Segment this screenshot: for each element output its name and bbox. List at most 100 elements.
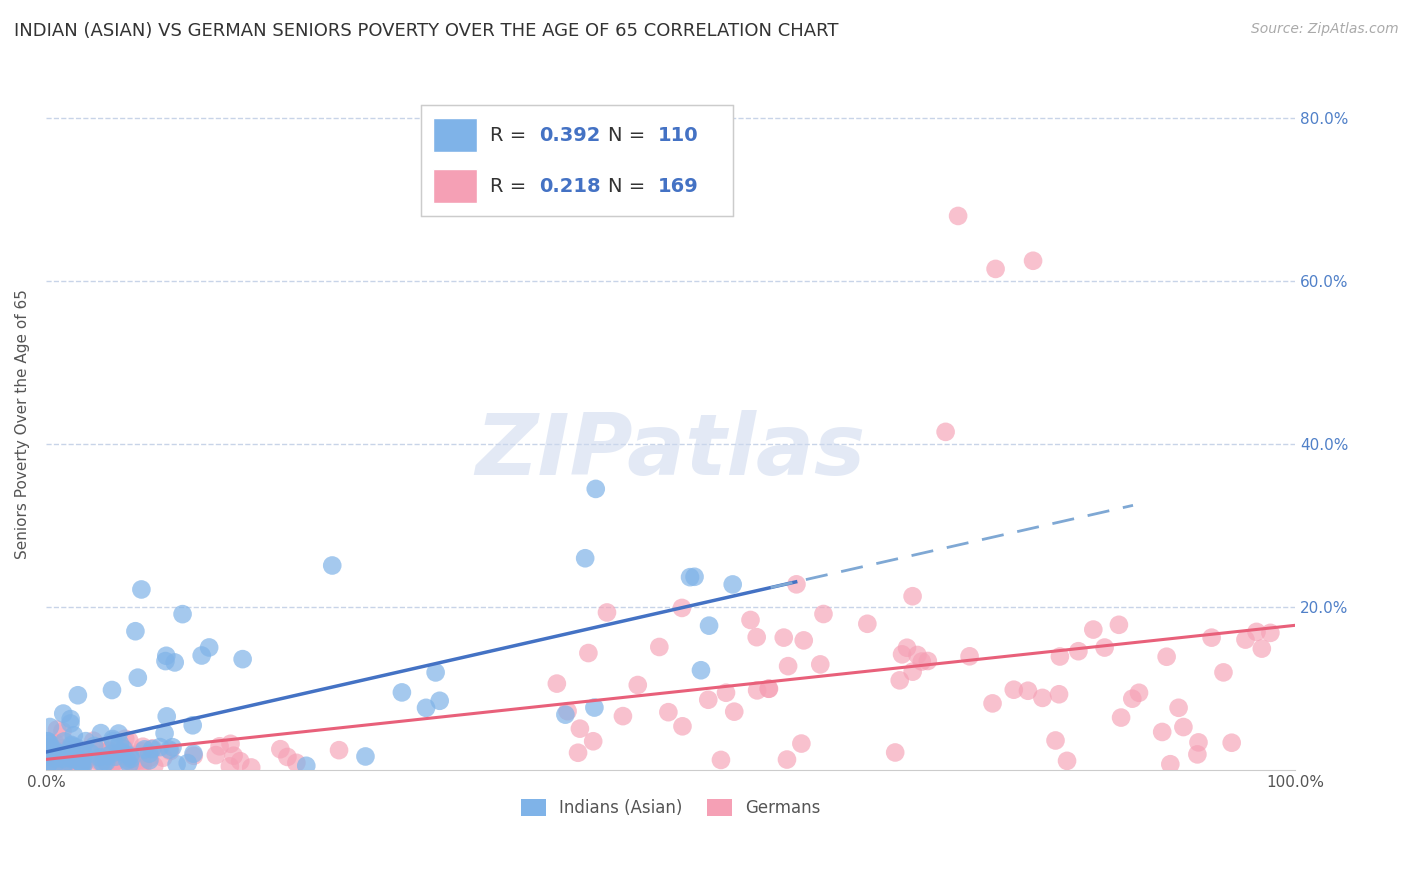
Point bbox=[1067, 644, 1090, 658]
Point bbox=[60, 738, 83, 752]
Point bbox=[112, 741, 135, 756]
Point bbox=[55, 760, 77, 774]
Point bbox=[98, 753, 121, 767]
Point bbox=[128, 761, 150, 775]
Point bbox=[959, 649, 981, 664]
Point bbox=[52, 754, 75, 768]
Point bbox=[44, 743, 66, 757]
Point bbox=[778, 659, 800, 673]
Point bbox=[82, 733, 104, 747]
Point bbox=[96, 755, 118, 769]
Text: Source: ZipAtlas.com: Source: ZipAtlas.com bbox=[1251, 22, 1399, 37]
Point bbox=[813, 607, 835, 621]
Point bbox=[39, 739, 62, 754]
Point bbox=[38, 736, 60, 750]
Point bbox=[758, 681, 780, 696]
Point bbox=[35, 755, 58, 769]
Point bbox=[128, 753, 150, 767]
Point bbox=[60, 754, 83, 768]
Point bbox=[110, 745, 132, 759]
Point bbox=[51, 748, 73, 763]
Point bbox=[77, 746, 100, 760]
Point bbox=[75, 755, 97, 769]
Point bbox=[44, 752, 66, 766]
Text: ZIPatlas: ZIPatlas bbox=[475, 410, 866, 493]
Point bbox=[657, 705, 679, 719]
Point bbox=[37, 734, 59, 748]
Point bbox=[124, 624, 146, 639]
Point bbox=[38, 749, 60, 764]
Point bbox=[901, 589, 924, 603]
Point bbox=[56, 760, 79, 774]
Point bbox=[740, 613, 762, 627]
Point bbox=[96, 744, 118, 758]
Point bbox=[72, 749, 94, 764]
Point bbox=[46, 723, 69, 737]
Point bbox=[72, 758, 94, 772]
Point bbox=[51, 724, 73, 739]
Point bbox=[205, 748, 228, 763]
Point bbox=[162, 740, 184, 755]
Point bbox=[269, 742, 291, 756]
Point bbox=[198, 640, 221, 655]
Point bbox=[567, 746, 589, 760]
Point bbox=[139, 750, 162, 764]
Point bbox=[157, 742, 180, 756]
Point bbox=[679, 570, 702, 584]
Point bbox=[568, 722, 591, 736]
Point bbox=[59, 712, 82, 726]
Point bbox=[1109, 710, 1132, 724]
Point bbox=[69, 743, 91, 757]
Point bbox=[946, 209, 969, 223]
Point bbox=[1260, 625, 1282, 640]
Point bbox=[101, 683, 124, 698]
Point bbox=[51, 752, 73, 766]
Point bbox=[48, 758, 70, 772]
Point bbox=[156, 709, 179, 723]
Point bbox=[44, 758, 66, 772]
Point bbox=[108, 739, 131, 753]
Point bbox=[546, 676, 568, 690]
Point bbox=[391, 685, 413, 699]
Point bbox=[1056, 754, 1078, 768]
Point bbox=[101, 756, 124, 771]
Point bbox=[129, 747, 152, 762]
Point bbox=[1047, 687, 1070, 701]
Point bbox=[70, 745, 93, 759]
Point bbox=[52, 758, 75, 772]
Point bbox=[758, 681, 780, 696]
Point bbox=[62, 747, 84, 762]
Point bbox=[53, 747, 76, 762]
Point bbox=[1022, 253, 1045, 268]
Point bbox=[776, 753, 799, 767]
Point bbox=[49, 753, 72, 767]
Point bbox=[583, 700, 606, 714]
Point bbox=[104, 749, 127, 764]
Point bbox=[52, 706, 75, 721]
Point bbox=[37, 758, 59, 772]
Point bbox=[108, 752, 131, 766]
Point bbox=[93, 756, 115, 771]
Point bbox=[648, 640, 671, 654]
Point bbox=[122, 747, 145, 762]
Point bbox=[1121, 691, 1143, 706]
Point bbox=[856, 616, 879, 631]
Point bbox=[183, 747, 205, 761]
Point bbox=[1220, 736, 1243, 750]
Point bbox=[66, 688, 89, 702]
Point bbox=[80, 747, 103, 761]
Point bbox=[46, 747, 69, 762]
Point bbox=[891, 648, 914, 662]
Point bbox=[166, 757, 188, 772]
Point bbox=[1108, 617, 1130, 632]
Point bbox=[582, 734, 605, 748]
Point bbox=[1152, 725, 1174, 739]
Point bbox=[114, 731, 136, 746]
Point bbox=[138, 753, 160, 767]
Point bbox=[39, 759, 62, 773]
Point bbox=[35, 747, 58, 762]
Point bbox=[96, 749, 118, 764]
Point bbox=[218, 759, 240, 773]
Point bbox=[118, 748, 141, 763]
Point bbox=[884, 746, 907, 760]
